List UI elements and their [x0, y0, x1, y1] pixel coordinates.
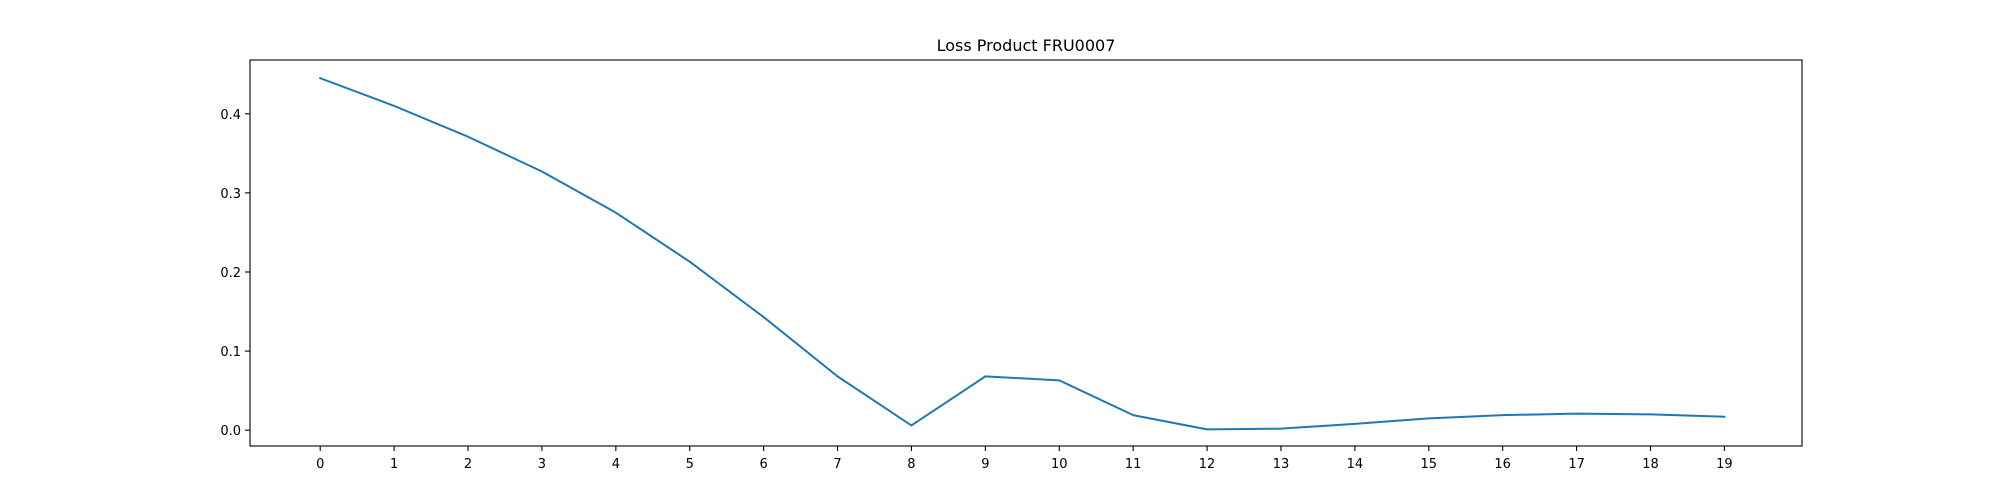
- plot-series-layer: [318, 76, 1726, 431]
- x-tick-label: 12: [1199, 457, 1216, 472]
- x-tick-label: 6: [759, 457, 767, 472]
- x-tick-label: 5: [686, 457, 694, 472]
- x-tick-label: 18: [1642, 457, 1659, 472]
- x-tick-label: 17: [1568, 457, 1585, 472]
- y-axis: 0.0 0.1 0.2 0.3 0.4: [220, 108, 250, 439]
- x-tick-label: 15: [1421, 457, 1438, 472]
- x-tick-label: 3: [538, 457, 546, 472]
- y-tick-label: 0.0: [220, 424, 241, 439]
- x-tick-label: 2: [464, 457, 472, 472]
- chart-title: Loss Product FRU0007: [937, 36, 1116, 55]
- x-tick-label: 0: [316, 457, 324, 472]
- x-tick-label: 4: [612, 457, 620, 472]
- x-tick-label: 7: [833, 457, 841, 472]
- x-tick-label: 9: [981, 457, 989, 472]
- x-tick-label: 1: [390, 457, 398, 472]
- x-tick-label: 19: [1716, 457, 1733, 472]
- y-tick-label: 0.3: [220, 187, 241, 202]
- y-tick-label: 0.2: [220, 266, 241, 281]
- x-tick-label: 13: [1273, 457, 1290, 472]
- plot-area-frame: [249, 59, 1803, 447]
- x-axis: 0 1 2 3 4 5 6 7 8 9 10 11 12 13 14 15 16 17 18 19: [316, 446, 1733, 472]
- series-line: [318, 76, 1726, 431]
- x-tick-label: 11: [1125, 457, 1142, 472]
- x-tick-label: 10: [1051, 457, 1068, 472]
- x-tick-label: 14: [1347, 457, 1364, 472]
- y-tick-label: 0.4: [220, 108, 241, 123]
- x-tick-label: 16: [1494, 457, 1511, 472]
- x-tick-label: 8: [907, 457, 915, 472]
- y-tick-label: 0.1: [220, 345, 241, 360]
